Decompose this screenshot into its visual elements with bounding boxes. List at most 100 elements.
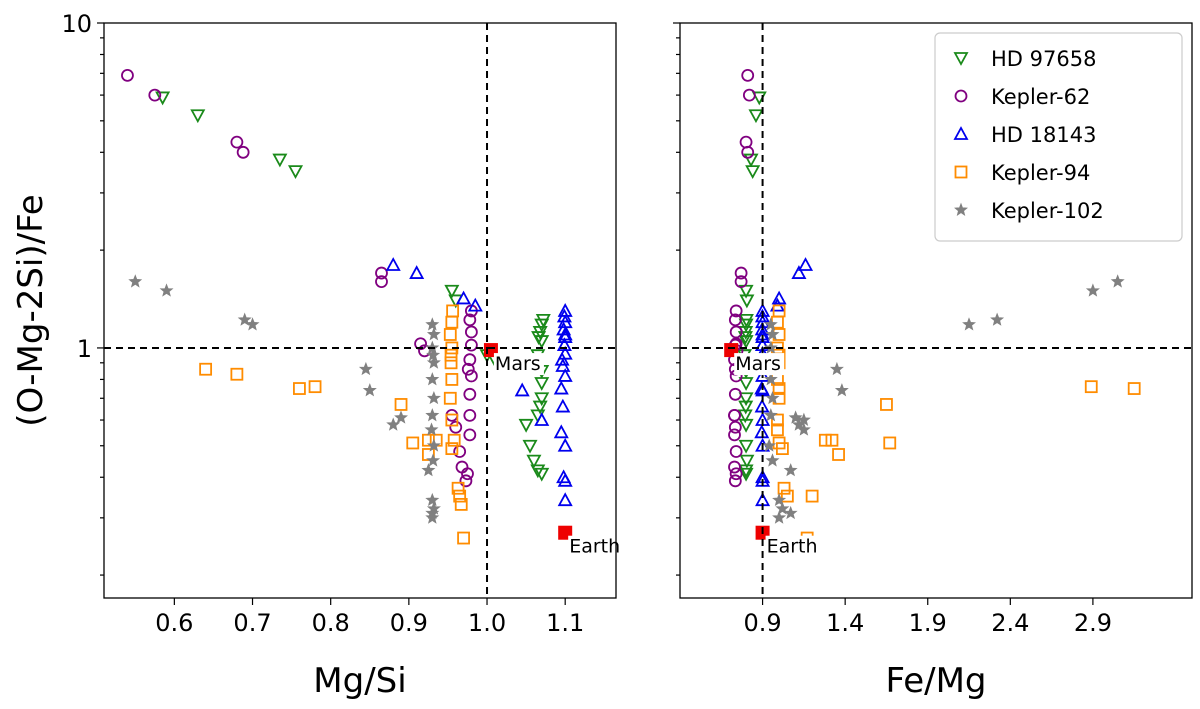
left-plot-frame bbox=[103, 22, 617, 599]
y-tick-label: 1 bbox=[77, 335, 92, 363]
series-kepler-94 bbox=[771, 304, 1141, 545]
point-kepler-62 bbox=[463, 353, 477, 367]
right-annotations: Mars Earth bbox=[734, 353, 828, 558]
legend-entry-kepler-102: Kepler-102 bbox=[954, 199, 1104, 223]
point-kepler-94 bbox=[443, 391, 457, 405]
annotation-mars-bg bbox=[493, 353, 544, 376]
x-tick-label: 2.9 bbox=[1074, 609, 1112, 637]
point-kepler-102 bbox=[362, 383, 377, 397]
point-kepler-94 bbox=[805, 489, 819, 503]
point-kepler-94 bbox=[447, 433, 461, 447]
point-kepler-62 bbox=[729, 304, 743, 318]
point-hd-97658 bbox=[737, 331, 753, 345]
left-x-axis-label: Mg/Si bbox=[313, 661, 406, 701]
point-hd-97658 bbox=[518, 418, 534, 433]
point-kepler-102 bbox=[829, 361, 844, 376]
point-kepler-102 bbox=[421, 463, 436, 477]
point-hd-18143 bbox=[385, 257, 401, 271]
point-kepler-62 bbox=[729, 325, 743, 339]
point-hd-97658 bbox=[738, 400, 754, 415]
point-kepler-62 bbox=[463, 428, 477, 442]
point-kepler-62 bbox=[464, 369, 478, 383]
point-hd-97658 bbox=[738, 467, 754, 482]
point-kepler-62 bbox=[741, 68, 755, 82]
point-hd-97658 bbox=[739, 454, 755, 469]
point-hd-18143 bbox=[791, 265, 807, 279]
right-panel: Mars Earth 0.9 1.4 1.9 2.4 2.9 Fe/Mg bbox=[673, 22, 1193, 701]
point-hd-18143 bbox=[754, 321, 770, 336]
point-hd-18143 bbox=[557, 492, 573, 507]
point-kepler-102 bbox=[237, 312, 252, 326]
point-kepler-94 bbox=[771, 423, 784, 437]
point-hd-97658 bbox=[534, 377, 550, 391]
point-kepler-94 bbox=[444, 348, 458, 362]
point-hd-97658 bbox=[287, 165, 304, 180]
annotation-mars-bg bbox=[734, 353, 785, 376]
point-kepler-102 bbox=[425, 492, 440, 507]
point-kepler-102 bbox=[765, 327, 780, 341]
point-kepler-102 bbox=[128, 274, 143, 288]
point-hd-97658 bbox=[530, 464, 546, 479]
x-tick-label: 0.8 bbox=[312, 609, 350, 637]
point-kepler-94 bbox=[1127, 382, 1141, 395]
left-panel: Mars Earth 0.6 0.7 0.8 0.9 1.0 1.1 1 10 Mg/Si (O… bbox=[11, 10, 630, 701]
point-hd-97658 bbox=[738, 464, 754, 479]
point-kepler-102 bbox=[772, 492, 787, 507]
point-hd-97658 bbox=[748, 109, 764, 124]
annotation-mars: Mars bbox=[495, 353, 541, 375]
point-hd-18143 bbox=[467, 297, 483, 312]
point-hd-97658 bbox=[190, 109, 206, 124]
point-kepler-94 bbox=[453, 489, 467, 503]
point-kepler-102 bbox=[765, 453, 780, 467]
point-kepler-102 bbox=[425, 317, 440, 331]
point-kepler-62 bbox=[729, 467, 743, 481]
point-hd-97658 bbox=[739, 294, 755, 309]
point-hd-97658 bbox=[534, 467, 550, 482]
point-kepler-102 bbox=[783, 463, 798, 477]
point-kepler-62 bbox=[453, 445, 467, 458]
point-kepler-102 bbox=[783, 505, 798, 520]
point-kepler-102 bbox=[425, 372, 440, 386]
point-kepler-62 bbox=[728, 420, 742, 434]
point-kepler-94 bbox=[818, 433, 832, 447]
point-hd-18143 bbox=[553, 424, 569, 439]
point-kepler-62 bbox=[728, 474, 742, 488]
point-kepler-102 bbox=[796, 422, 811, 436]
point-hd-18143 bbox=[557, 472, 573, 487]
point-hd-18143 bbox=[755, 329, 771, 343]
point-kepler-62 bbox=[230, 135, 244, 149]
point-kepler-102 bbox=[763, 372, 778, 386]
point-kepler-94 bbox=[1084, 380, 1098, 394]
left-annotations: Mars Earth bbox=[493, 353, 630, 558]
point-kepler-102 bbox=[426, 347, 441, 362]
left-axis-ticks: 0.6 0.7 0.8 0.9 1.0 1.1 1 10 bbox=[61, 10, 584, 637]
point-kepler-62 bbox=[728, 313, 742, 327]
annotation-earth-bg bbox=[568, 535, 630, 558]
point-kepler-62 bbox=[461, 467, 474, 481]
point-kepler-62 bbox=[375, 266, 388, 280]
point-kepler-62 bbox=[734, 266, 748, 280]
point-hd-97658 bbox=[738, 439, 754, 454]
point-hd-18143 bbox=[798, 257, 814, 271]
point-kepler-62 bbox=[728, 460, 741, 474]
point-kepler-102 bbox=[772, 510, 787, 524]
point-kepler-102 bbox=[834, 383, 849, 397]
point-kepler-102 bbox=[762, 438, 777, 452]
point-kepler-94 bbox=[445, 442, 459, 456]
point-kepler-102 bbox=[425, 510, 440, 524]
point-hd-18143 bbox=[534, 412, 550, 426]
point-kepler-94 bbox=[445, 315, 459, 329]
point-kepler-62 bbox=[414, 337, 427, 351]
point-hd-97658 bbox=[745, 165, 761, 180]
point-kepler-62 bbox=[463, 387, 477, 401]
point-hd-97658 bbox=[532, 400, 548, 415]
point-hd-18143 bbox=[555, 398, 571, 413]
point-kepler-102 bbox=[426, 327, 441, 341]
point-kepler-102 bbox=[763, 408, 778, 422]
point-hd-97658 bbox=[522, 439, 538, 454]
x-tick-label: 1.9 bbox=[909, 609, 947, 637]
legend-label-kepler-94: Kepler-94 bbox=[991, 161, 1090, 185]
legend-label-kepler-62: Kepler-62 bbox=[991, 85, 1090, 109]
series-kepler-102 bbox=[128, 274, 441, 524]
